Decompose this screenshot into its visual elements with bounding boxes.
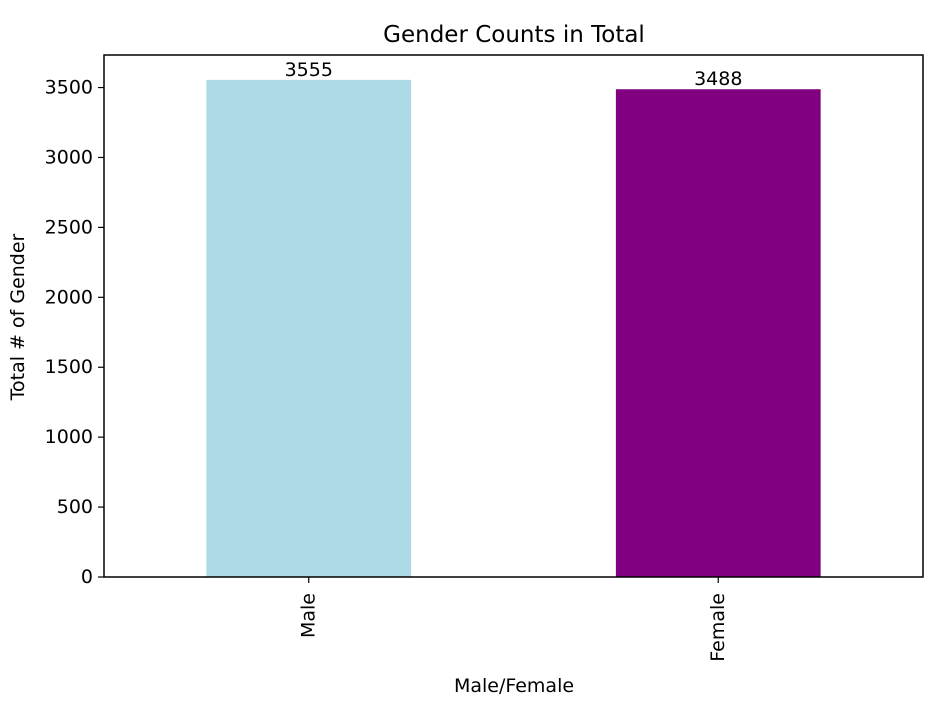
bars-group	[206, 79, 821, 578]
y-tick-label-1000: 1000	[45, 426, 93, 448]
value-labels-group: 3555 3488	[285, 59, 743, 90]
x-tick-label-male: Male	[297, 593, 319, 638]
y-tick-label-0: 0	[81, 566, 93, 588]
y-tick-label-2000: 2000	[45, 286, 93, 308]
y-tick-label-3500: 3500	[45, 77, 93, 99]
x-tick-label-female: Female	[707, 593, 729, 662]
value-label-male: 3555	[285, 59, 333, 81]
y-ticks-group: 0 500 1000 1500 2000 2500 3000 3500	[45, 77, 104, 588]
bar-female	[615, 89, 821, 577]
y-tick-label-500: 500	[57, 496, 93, 518]
x-axis-label: Male/Female	[454, 675, 574, 697]
y-axis-label: Total # of Gender	[7, 233, 29, 401]
y-tick-label-3000: 3000	[45, 146, 93, 168]
plot-frame	[103, 54, 924, 578]
bar-male	[206, 79, 412, 578]
value-label-female: 3488	[694, 68, 742, 90]
y-tick-label-2500: 2500	[45, 216, 93, 238]
chart-title: Gender Counts in Total	[383, 22, 645, 48]
x-ticks-group: Male Female	[297, 577, 729, 662]
y-tick-label-1500: 1500	[45, 356, 93, 378]
